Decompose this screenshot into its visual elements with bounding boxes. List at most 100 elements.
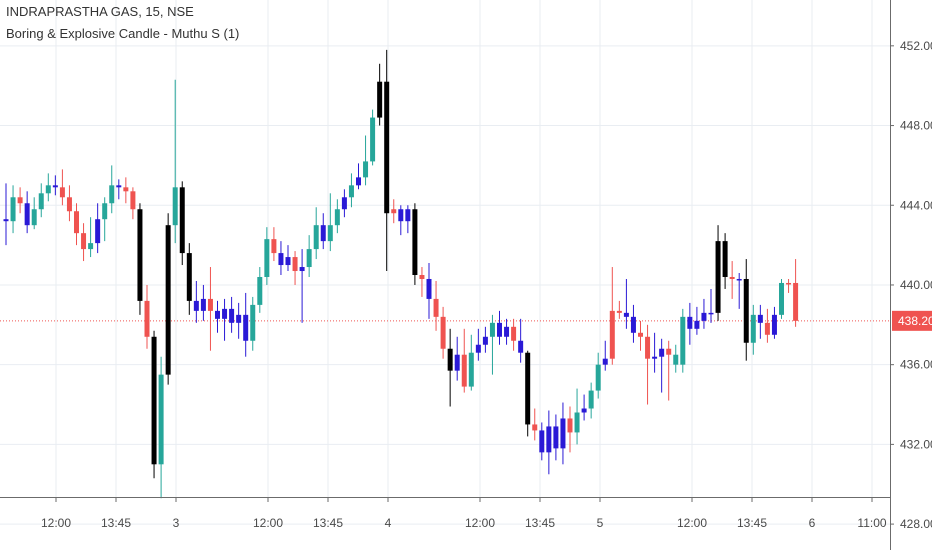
candle <box>595 352 601 399</box>
candle <box>109 165 115 214</box>
time-tick-label: 5 <box>597 516 604 530</box>
candle-body <box>292 257 298 272</box>
candle <box>468 334 474 391</box>
candle <box>687 302 693 345</box>
time-tick-label: 13:45 <box>737 516 767 530</box>
candle-body <box>652 356 658 359</box>
candle <box>398 205 404 236</box>
candle-body <box>271 239 277 254</box>
time-tick-label: 13:45 <box>313 516 343 530</box>
candle-body <box>786 282 792 285</box>
candle <box>172 79 178 244</box>
candle-body <box>588 390 594 409</box>
candle-body <box>412 209 418 275</box>
candle <box>334 199 340 234</box>
candle-body <box>377 81 383 118</box>
candle-body <box>81 233 87 250</box>
candle <box>560 402 566 465</box>
candle <box>59 169 65 206</box>
candle <box>497 310 502 345</box>
indicator-title[interactable]: Boring & Explosive Candle - Muthu S (1) <box>6 26 240 41</box>
symbol-title[interactable]: INDRAPRASTHA GAS, 15, NSE <box>6 4 194 19</box>
candle-body <box>687 316 693 329</box>
candle <box>779 278 784 319</box>
grid <box>0 0 890 525</box>
candle-body <box>595 364 601 391</box>
candle <box>370 109 376 166</box>
candle <box>750 304 756 355</box>
candle <box>757 304 763 339</box>
candle-body <box>461 354 467 387</box>
current-price-tag: 438.20 <box>892 310 932 331</box>
candle-body <box>250 304 256 341</box>
candle-body <box>109 185 115 204</box>
candle <box>186 243 192 315</box>
candle-body <box>341 197 347 210</box>
candle-body <box>504 326 510 337</box>
candle <box>447 328 453 407</box>
candle <box>123 177 129 204</box>
candle-body <box>95 219 101 244</box>
candle-body <box>525 352 531 425</box>
candle <box>412 203 418 285</box>
candle-body <box>327 225 333 242</box>
candle-body <box>708 312 714 315</box>
candle <box>327 193 333 252</box>
candle <box>285 245 291 272</box>
candle <box>24 191 30 234</box>
candle <box>701 298 707 329</box>
candle-body <box>722 241 728 277</box>
candle-body <box>419 275 425 279</box>
candle <box>3 183 9 246</box>
candle <box>243 292 249 357</box>
candle-body <box>24 203 30 226</box>
candle-body <box>243 314 249 341</box>
candle-body <box>165 225 171 375</box>
time-tick-label: 12:00 <box>253 516 283 530</box>
candle <box>320 213 326 250</box>
candle-body <box>137 209 143 301</box>
candle-body <box>285 257 291 266</box>
candle <box>348 173 354 208</box>
candle <box>771 306 777 339</box>
candle <box>130 187 136 220</box>
candle-body <box>257 276 263 305</box>
candle-body <box>489 322 495 337</box>
candle-body <box>426 278 432 299</box>
candle <box>193 280 199 323</box>
candle-body <box>179 187 185 254</box>
price-axis[interactable]: 452.00 448.00 444.00 440.00 436.00 432.00 428.… <box>890 39 932 531</box>
candle <box>384 49 390 272</box>
time-axis[interactable]: 12:00 13:45 3 12:00 13:45 4 12:00 13:45 5 12:00 13… <box>41 497 887 530</box>
candle-body <box>144 300 150 337</box>
candle-body <box>320 225 326 242</box>
candle <box>158 356 164 499</box>
candle-body <box>3 219 9 222</box>
price-tick-label: 444.00 <box>900 198 932 212</box>
candle-body <box>511 326 517 341</box>
candle-body <box>66 197 72 212</box>
candle <box>546 410 552 475</box>
price-tick-label: 448.00 <box>900 119 932 133</box>
candle-body <box>729 276 735 279</box>
candle <box>52 175 58 196</box>
candle <box>673 344 679 373</box>
candle <box>454 336 460 381</box>
candle-body <box>645 336 651 359</box>
candle <box>38 183 44 218</box>
candle <box>299 249 305 323</box>
candle-body <box>581 408 587 413</box>
candle <box>532 408 538 441</box>
candle <box>356 163 361 190</box>
time-tick-label: 6 <box>809 516 816 530</box>
price-tick-label: 432.00 <box>900 437 932 451</box>
candle-body <box>440 316 446 349</box>
candle <box>623 278 629 329</box>
candle-body <box>764 322 770 335</box>
candle <box>666 340 672 401</box>
candle <box>708 288 714 323</box>
candle <box>74 203 79 246</box>
candle-body <box>454 354 460 371</box>
time-tick-label: 4 <box>385 516 392 530</box>
